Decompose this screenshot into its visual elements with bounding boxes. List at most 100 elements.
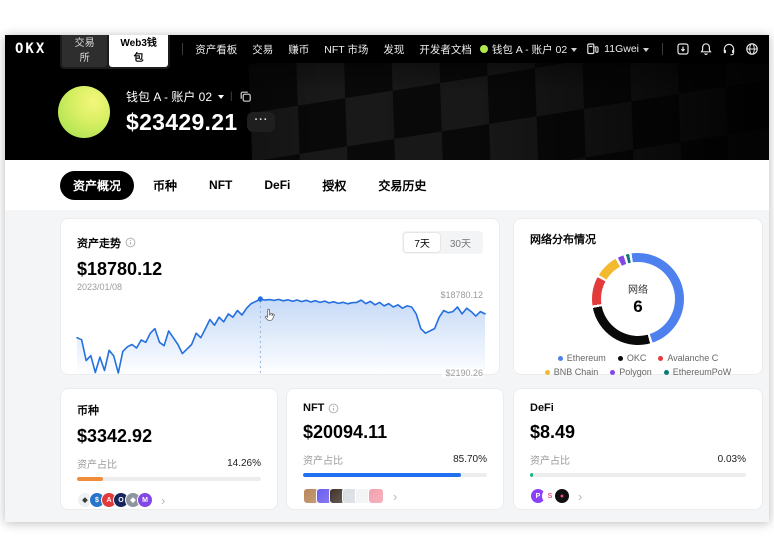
gas-price-label: 11Gwei <box>604 43 639 55</box>
more-actions-button[interactable]: ··· <box>247 112 276 132</box>
hero-wallet-name[interactable]: 钱包 A - 账户 02 <box>126 89 213 104</box>
legend-dot <box>617 355 623 361</box>
chevron-down-icon[interactable] <box>218 94 225 99</box>
asset-trend-chart[interactable] <box>76 296 486 376</box>
info-icon[interactable] <box>125 237 136 248</box>
nav-item-earn[interactable]: 赚币 <box>288 43 310 56</box>
ratio-label: 资产占比 <box>303 456 343 467</box>
asset-trend-card: 资产走势 7天 30天 $18780.12 2023/01/08 <box>60 218 500 378</box>
toggle-exchange[interactable]: 交易所 <box>62 35 107 67</box>
network-distribution-card: 网络分布情况 网络 6 Ethereum OKC Avalanche C BNB Ch… <box>513 218 763 377</box>
network-donut-chart[interactable]: 网络 6 <box>592 253 684 345</box>
axis-max-label: $18780.12 <box>437 290 483 300</box>
trend-current-date: 2023/01/08 <box>77 282 123 292</box>
matic-token-icon: M <box>137 492 153 508</box>
legend-item-polygon: Polygon <box>610 367 652 377</box>
nav-item-trade[interactable]: 交易 <box>252 43 274 56</box>
nft-card-title: NFT <box>303 402 325 414</box>
nft-card-value: $20094.11 <box>303 422 388 442</box>
ratio-bar-track <box>303 473 487 477</box>
asset-trend-title: 资产走势 <box>77 237 121 250</box>
headset-icon[interactable] <box>722 42 736 56</box>
nav-item-asset-board[interactable]: 资产看板 <box>195 43 238 56</box>
legend-item-avalanche-c: Avalanche C <box>658 353 718 363</box>
main-content: 资产走势 7天 30天 $18780.12 2023/01/08 <box>5 210 769 522</box>
legend-item-okc: OKC <box>617 353 646 363</box>
chevron-right-icon[interactable]: › <box>161 492 166 508</box>
marker-dot <box>257 296 263 302</box>
trend-chart-area: $18780.12 $2190.26 <box>76 290 486 378</box>
wallet-avatar[interactable] <box>58 85 110 138</box>
total-balance: $23429.21 <box>126 108 238 135</box>
trend-current-value: $18780.12 <box>77 259 163 279</box>
bell-icon[interactable] <box>699 42 713 56</box>
tokens-card-value: $3342.92 <box>77 426 153 446</box>
tab-approvals[interactable]: 授权 <box>309 171 359 200</box>
hero-separator: | <box>230 90 233 102</box>
network-card-title: 网络分布情况 <box>530 234 596 246</box>
nft-summary-card: NFT $20094.11 资产占比 85.70% › <box>286 388 504 510</box>
nft-thumbnail-6 <box>368 488 384 504</box>
globe-icon[interactable] <box>745 42 759 56</box>
ratio-label: 资产占比 <box>530 456 570 467</box>
chevron-down-icon <box>643 47 649 52</box>
tokens-summary-card: 币种 $3342.92 资产占比 14.26% ◆ $ A O ◆ M › <box>60 388 278 510</box>
hero-shade-overlay <box>5 63 769 160</box>
nft-thumb-row: › <box>303 488 487 504</box>
nav-item-discover[interactable]: 发现 <box>383 43 405 56</box>
hero-content: 钱包 A - 账户 02 | $23429.21 ··· <box>5 63 769 160</box>
info-icon[interactable] <box>328 403 339 414</box>
defi-protocol-3-icon: ● <box>554 488 570 504</box>
legend-item-ethereum: Ethereum <box>557 353 606 363</box>
chevron-down-icon <box>571 47 578 52</box>
ratio-value: 85.70% <box>453 454 487 465</box>
nav-item-nft-market[interactable]: NFT 市场 <box>324 43 369 56</box>
trend-area-fill <box>77 299 485 376</box>
trend-line <box>76 298 486 374</box>
donut-center: 网络 6 <box>601 262 675 336</box>
navbar-menu: 资产看板 交易 赚币 NFT 市场 发现 开发者文档 <box>195 42 472 57</box>
navbar-divider <box>662 43 663 55</box>
ratio-bar-fill <box>77 477 104 481</box>
ratio-label: 资产占比 <box>77 460 117 471</box>
range-30d-button[interactable]: 30天 <box>440 233 481 252</box>
ratio-bar-track <box>77 477 261 481</box>
ratio-bar-fill <box>303 473 461 477</box>
legend-dot <box>610 369 616 375</box>
download-extension-icon[interactable] <box>676 42 690 56</box>
tab-asset-overview[interactable]: 资产概况 <box>60 170 135 200</box>
ratio-value: 0.03% <box>717 454 746 465</box>
copy-address-icon[interactable] <box>239 90 252 103</box>
chevron-right-icon[interactable]: › <box>578 488 583 504</box>
legend-dot <box>557 355 563 361</box>
legend-dot <box>663 369 669 375</box>
range-toggle: 7天 30天 <box>402 231 483 254</box>
token-icon-row: ◆ $ A O ◆ M › <box>77 492 261 508</box>
defi-card-value: $8.49 <box>530 422 576 442</box>
legend-item-bnb-chain: BNB Chain <box>544 367 598 377</box>
okx-logo[interactable]: OKX <box>15 41 47 57</box>
wallet-selector-label: 钱包 A - 账户 02 <box>491 43 568 56</box>
defi-summary-card: DeFi $8.49 资产占比 0.03% P S ● › <box>513 388 763 510</box>
nav-item-dev-docs[interactable]: 开发者文档 <box>419 43 472 56</box>
donut-center-value: 6 <box>633 297 643 316</box>
wallet-account-selector[interactable]: 钱包 A - 账户 02 <box>479 42 578 57</box>
tab-defi[interactable]: DeFi <box>251 172 303 198</box>
tab-history[interactable]: 交易历史 <box>365 171 439 200</box>
tab-nft[interactable]: NFT <box>196 172 245 198</box>
wallet-hero-header: 钱包 A - 账户 02 | $23429.21 ··· <box>5 63 769 160</box>
toggle-web3-wallet[interactable]: Web3钱包 <box>108 35 169 67</box>
tokens-card-title: 币种 <box>77 405 99 417</box>
axis-min-label: $2190.26 <box>442 368 483 378</box>
network-legend: Ethereum OKC Avalanche C BNB Chain Polygon Et… <box>530 353 746 377</box>
navbar-right: 钱包 A - 账户 02 11Gwei <box>479 42 759 57</box>
section-tabbar: 资产概况 币种 NFT DeFi 授权 交易历史 <box>5 160 769 210</box>
tab-tokens[interactable]: 币种 <box>140 171 190 200</box>
range-7d-button[interactable]: 7天 <box>404 233 440 252</box>
ratio-bar-fill <box>530 473 534 477</box>
legend-dot <box>658 355 664 361</box>
chevron-right-icon[interactable]: › <box>393 488 398 504</box>
gas-price-selector[interactable]: 11Gwei <box>586 42 649 56</box>
ratio-value: 14.26% <box>227 458 261 469</box>
